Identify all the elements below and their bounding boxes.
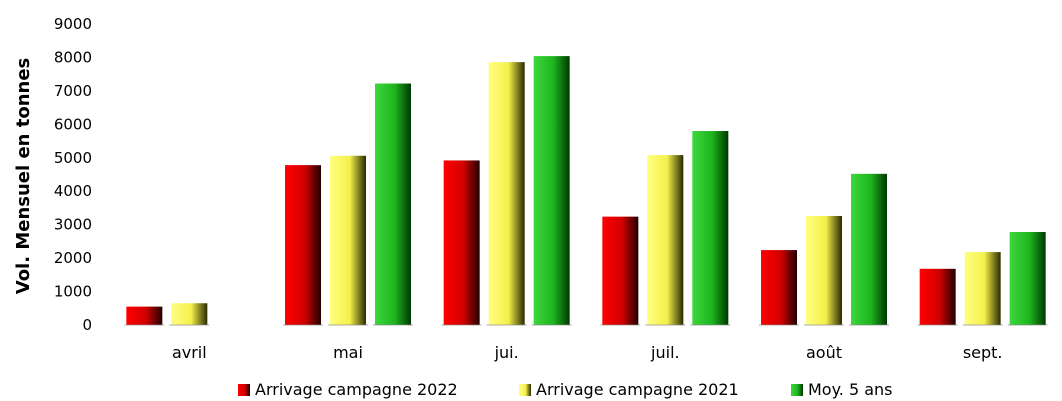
bar-août-2 [851,174,887,325]
bar-shadow [963,324,1003,326]
legend-swatch [238,384,250,396]
x-tick-label: sept. [963,343,1003,362]
y-tick-label: 5000 [54,149,92,167]
bar-shadow [918,324,958,326]
bar-shadow [328,324,368,326]
bar-jui.-1 [489,62,525,325]
bar-shadow [759,324,799,326]
y-tick-label: 3000 [54,216,92,234]
x-tick-label: avril [172,343,207,362]
bar-shadow [532,324,572,326]
x-tick-label: jui. [494,343,519,362]
bar-juil.-1 [647,155,683,325]
bar-mai-2 [375,84,411,325]
bar-shadow [804,324,844,326]
y-tick-label: 0 [82,316,92,334]
bar-sept.-1 [965,252,1001,325]
x-tick-label: juil. [650,343,680,362]
x-axis-categories: avril mai jui. juil. août sept. [172,343,1003,362]
legend-label: Moy. 5 ans [808,380,893,399]
bar-sept.-2 [1010,232,1046,325]
bar-avril-0 [126,307,162,325]
bar-shadow [169,324,209,326]
legend: Arrivage campagne 2022 Arrivage campagne … [238,380,893,399]
legend-label: Arrivage campagne 2022 [255,380,458,399]
bar-sept.-0 [920,269,956,325]
legend-swatch [519,384,531,396]
y-tick-label: 2000 [54,249,92,267]
bar-shadow [849,324,889,326]
bar-shadow [645,324,685,326]
bar-shadow [690,324,730,326]
y-tick-label: 8000 [54,48,92,66]
x-tick-label: août [806,343,842,362]
legend-label: Arrivage campagne 2021 [536,380,739,399]
bar-mai-1 [330,156,366,325]
y-axis-label: Vol. Mensuel en tonnes [13,58,34,295]
bar-juil.-0 [602,217,638,325]
bar-shadow [487,324,527,326]
bar-shadow [600,324,640,326]
bars [124,56,1047,326]
y-tick-label: 9000 [54,15,92,33]
legend-swatch [791,384,803,396]
bar-shadow [442,324,482,326]
bar-shadow [124,324,164,326]
bar-août-1 [806,216,842,325]
bar-mai-0 [285,165,321,325]
bar-juil.-2 [692,131,728,325]
x-tick-label: mai [333,343,363,362]
bar-shadow [1008,324,1048,326]
bar-jui.-0 [444,160,480,325]
y-tick-label: 1000 [54,283,92,301]
bar-shadow [283,324,323,326]
bar-août-0 [761,250,797,325]
bar-jui.-2 [534,56,570,325]
bar-shadow [373,324,413,326]
y-axis-ticks: 0 1000 2000 3000 4000 5000 6000 7000 8000 9000 [54,15,92,334]
y-tick-label: 6000 [54,115,92,133]
y-tick-label: 7000 [54,82,92,100]
bar-avril-1 [171,303,207,325]
y-tick-label: 4000 [54,182,92,200]
